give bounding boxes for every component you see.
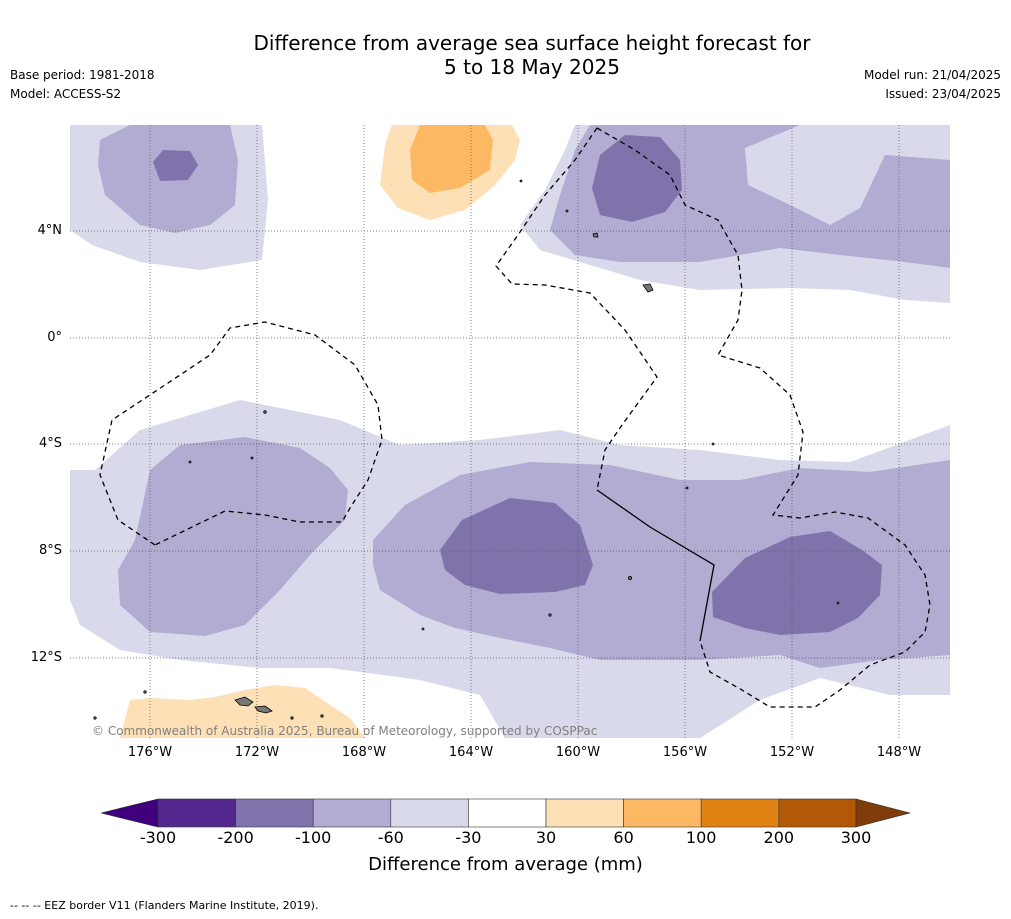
lon-label-148w: 148°W	[876, 745, 922, 760]
graticule	[70, 125, 950, 738]
map-fields	[70, 125, 950, 738]
lon-label-176w: 176°W	[127, 745, 173, 760]
colorbar-label: Difference from average (mm)	[368, 854, 643, 875]
colorbar-tick: 30	[535, 828, 557, 847]
eez-legend-footnote: -- -- -- EEZ border V11 (Flanders Marine…	[10, 899, 319, 912]
colorbar-bin	[468, 798, 547, 828]
lat-label-12s: 12°S	[30, 650, 62, 665]
lon-label-164w: 164°W	[448, 745, 494, 760]
copyright-notice: © Commonwealth of Australia 2025, Bureau…	[92, 724, 598, 738]
colorbar-tick: -300	[139, 828, 177, 847]
anomaly-band-plus60	[410, 125, 493, 193]
lon-label-168w: 168°W	[341, 745, 387, 760]
lat-label-equator: 0°	[47, 330, 62, 345]
islands	[93, 179, 840, 720]
lat-label-4s: 4°S	[38, 436, 62, 451]
model-text: Model: ACCESS-S2	[10, 87, 122, 101]
colorbar-upper-extend	[855, 798, 912, 828]
anomaly-band-minus100	[153, 135, 882, 635]
metadata-left: Base period: 1981-2018 Model: ACCESS-S2	[10, 66, 155, 104]
colorbar	[100, 798, 912, 828]
lon-label-172w: 172°W	[234, 745, 280, 760]
colorbar-bin	[157, 798, 236, 828]
base-period-text: Base period: 1981-2018	[10, 68, 155, 82]
colorbar-bin	[235, 798, 314, 828]
lat-label-4n: 4°N	[37, 223, 63, 238]
colorbar-tick: 200	[763, 828, 795, 847]
title-line-2: 5 to 18 May 2025	[444, 55, 620, 79]
model-run-text: Model run: 21/04/2025	[863, 68, 1001, 82]
lon-label-156w: 156°W	[662, 745, 708, 760]
colorbar-tick: 60	[613, 828, 634, 847]
colorbar-tick: 300	[840, 828, 872, 847]
lat-label-8s: 8°S	[38, 543, 62, 558]
eez-borders	[99, 127, 931, 708]
colorbar-bin	[778, 798, 857, 828]
lon-label-160w: 160°W	[555, 745, 601, 760]
colorbar-bin	[623, 798, 702, 828]
colorbar-tick: -100	[295, 828, 332, 847]
colorbar-bin	[390, 798, 469, 828]
colorbar-tick: -60	[377, 828, 404, 847]
colorbar-bin	[545, 798, 624, 828]
colorbar-lower-extend	[100, 798, 159, 828]
colorbar-tick: -30	[455, 828, 482, 847]
title-line-1: Difference from average sea surface heig…	[253, 31, 811, 55]
colorbar-tick: 100	[685, 828, 717, 847]
colorbar-tick: -200	[217, 828, 254, 847]
map-title: Difference from average sea surface heig…	[0, 31, 1011, 79]
eez-border-solid	[596, 489, 715, 642]
colorbar-bin	[312, 798, 392, 828]
colorbar-bin	[700, 798, 780, 828]
lon-label-152w: 152°W	[769, 745, 815, 760]
metadata-right: Model run: 21/04/2025 Issued: 23/04/2025	[864, 66, 1001, 104]
issued-text: Issued: 23/04/2025	[885, 87, 1001, 101]
